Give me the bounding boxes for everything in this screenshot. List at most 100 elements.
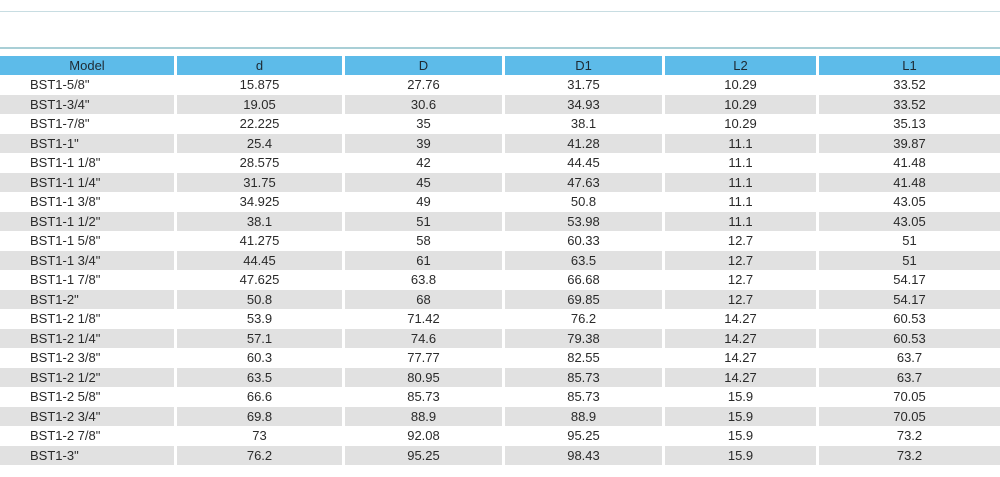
cell-D1: 53.98 [502,211,662,231]
cell-D1: 41.28 [502,133,662,153]
cell-model: BST1-7/8" [30,116,90,132]
cell-d: 73 [174,426,342,446]
table-row: BST1-7/8" 22.225 35 38.1 10.29 35.13 [0,114,1000,134]
cell-L2: 11.1 [662,133,816,153]
column-header-D1: D1 [502,56,662,75]
cell-D1: 85.73 [502,387,662,407]
table-row: BST1-1 3/4" 44.45 61 63.5 12.7 51 [0,250,1000,270]
cell-L1: 60.53 [816,309,1000,329]
cell-d: 53.9 [174,309,342,329]
table-row: BST1-1 3/8" 34.925 49 50.8 11.1 43.05 [0,192,1000,212]
cell-model: BST1-2 5/8" [30,389,101,405]
table-row: BST1-2 5/8" 66.6 85.73 85.73 15.9 70.05 [0,387,1000,407]
cell-model: BST1-2 3/8" [30,350,101,366]
cell-d: 47.625 [174,270,342,290]
cell-D1: 50.8 [502,192,662,212]
cell-d: 69.8 [174,406,342,426]
cell-D1: 88.9 [502,406,662,426]
table-row: BST1-2 1/8" 53.9 71.42 76.2 14.27 60.53 [0,309,1000,329]
table-row: BST1-2" 50.8 68 69.85 12.7 54.17 [0,289,1000,309]
cell-d: 44.45 [174,250,342,270]
cell-model: BST1-1 3/8" [30,194,101,210]
cell-model: BST1-1 1/2" [0,211,174,231]
table-row: BST1-3" 76.2 95.25 98.43 15.9 73.2 [0,445,1000,465]
cell-L2: 14.27 [662,367,816,387]
cell-D: 68 [342,289,502,309]
cell-L2: 10.29 [662,114,816,134]
cell-D: 77.77 [342,348,502,368]
cell-d: 28.575 [174,153,342,173]
cell-D1: 38.1 [502,114,662,134]
table-row: BST1-1 1/4" 31.75 45 47.63 11.1 41.48 [0,172,1000,192]
cell-L1: 51 [816,231,1000,251]
cell-d: 15.875 [174,75,342,95]
cell-L2: 12.7 [662,270,816,290]
cell-d: 63.5 [174,367,342,387]
table-row: BST1-2 3/8" 60.3 77.77 82.55 14.27 63.7 [0,348,1000,368]
table-row: BST1-5/8" 15.875 27.76 31.75 10.29 33.52 [0,75,1000,95]
spec-table: Model d D D1 L2 L1 BST1-5/8" 15.875 27.76 3… [0,56,1000,465]
cell-L2: 15.9 [662,387,816,407]
cell-D1: 60.33 [502,231,662,251]
cell-L2: 10.29 [662,75,816,95]
cell-D1: 82.55 [502,348,662,368]
cell-L2: 15.9 [662,445,816,465]
column-header-D: D [342,56,502,75]
cell-D1: 66.68 [502,270,662,290]
header-row: Model d D D1 L2 L1 [0,56,1000,75]
cell-D1: 98.43 [502,445,662,465]
cell-D: 85.73 [342,387,502,407]
cell-L2: 14.27 [662,328,816,348]
cell-L1: 33.52 [816,94,1000,114]
cell-D: 95.25 [342,445,502,465]
cell-D1: 47.63 [502,172,662,192]
cell-d: 22.225 [174,114,342,134]
cell-L2: 10.29 [662,94,816,114]
cell-d: 25.4 [174,133,342,153]
cell-model: BST1-2 3/4" [0,406,174,426]
cell-L2: 14.27 [662,348,816,368]
cell-d: 60.3 [174,348,342,368]
cell-model: BST1-1 5/8" [30,233,101,249]
cell-D1: 85.73 [502,367,662,387]
cell-model: BST1-2 1/8" [30,311,101,327]
cell-model: BST1-3" [0,445,174,465]
cell-d: 66.6 [174,387,342,407]
cell-D: 42 [342,153,502,173]
cell-model: BST1-5/8" [30,77,90,93]
cell-L1: 39.87 [816,133,1000,153]
cell-D: 35 [342,114,502,134]
cell-model: BST1-1 1/4" [0,172,174,192]
cell-L2: 11.1 [662,172,816,192]
cell-L1: 43.05 [816,211,1000,231]
cell-d: 76.2 [174,445,342,465]
cell-D1: 31.75 [502,75,662,95]
cell-d: 57.1 [174,328,342,348]
cell-d: 19.05 [174,94,342,114]
cell-L1: 35.13 [816,114,1000,134]
cell-D: 74.6 [342,328,502,348]
cell-D: 88.9 [342,406,502,426]
table-row: BST1-2 1/4" 57.1 74.6 79.38 14.27 60.53 [0,328,1000,348]
cell-L1: 70.05 [816,406,1000,426]
cell-L1: 63.7 [816,348,1000,368]
cell-d: 31.75 [174,172,342,192]
column-header-d: d [174,56,342,75]
cell-model: BST1-2 7/8" [30,428,101,444]
table-row: BST1-1 1/8" 28.575 42 44.45 11.1 41.48 [0,153,1000,173]
cell-model: BST1-1 7/8" [30,272,101,288]
cell-L1: 54.17 [816,289,1000,309]
column-header-L2: L2 [662,56,816,75]
cell-D: 27.76 [342,75,502,95]
cell-L2: 12.7 [662,289,816,309]
cell-model: BST1-2" [0,289,174,309]
cell-D: 30.6 [342,94,502,114]
cell-D1: 79.38 [502,328,662,348]
cell-model: BST1-1 1/8" [30,155,101,171]
cell-L2: 11.1 [662,153,816,173]
cell-D1: 76.2 [502,309,662,329]
cell-L1: 41.48 [816,172,1000,192]
cell-D1: 69.85 [502,289,662,309]
cell-model: BST1-1 3/4" [0,250,174,270]
cell-d: 34.925 [174,192,342,212]
